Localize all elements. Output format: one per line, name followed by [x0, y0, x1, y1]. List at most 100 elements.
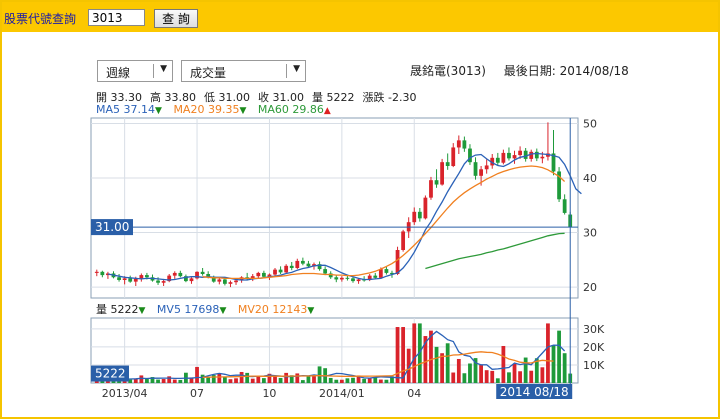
candle-body	[300, 260, 305, 264]
candle-body	[423, 197, 428, 219]
candle-body	[206, 274, 211, 277]
candle-body	[295, 260, 300, 268]
chevron-down-icon: ▼	[160, 64, 167, 74]
volume-bar	[479, 364, 483, 383]
volume-bar	[306, 376, 311, 383]
volume-bar	[401, 327, 406, 383]
candle-body	[456, 140, 461, 148]
candle-body	[133, 278, 138, 282]
candle-body	[462, 140, 467, 149]
chevron-down-icon: ▼	[293, 64, 300, 74]
query-bar: 股票代號查詢 查 詢	[2, 2, 718, 32]
candle-body	[468, 148, 472, 163]
candle-body	[100, 271, 105, 276]
volume-bar	[172, 379, 177, 383]
candle-body	[178, 272, 183, 277]
volume-bar	[289, 375, 294, 383]
candle-body	[234, 280, 238, 283]
volume-bar	[195, 366, 199, 383]
candle-body	[273, 269, 277, 275]
volume-bar	[334, 379, 339, 383]
candle-body	[534, 151, 539, 159]
volume-bar	[239, 371, 244, 383]
current-volume-label: 5222	[95, 367, 126, 381]
query-button[interactable]: 查 詢	[154, 9, 198, 28]
candle-body	[440, 162, 445, 185]
candle-body	[145, 275, 149, 278]
candle-body	[417, 211, 422, 219]
volume-bar	[178, 379, 183, 383]
stock-code-input[interactable]	[88, 9, 145, 26]
candle-body	[562, 199, 567, 213]
ma5-line	[107, 152, 582, 281]
volume-readout: 量 5222▼ MV5 17698▼ MV20 12143▼	[96, 301, 314, 317]
volume-bar	[189, 377, 194, 383]
candle-body	[412, 211, 417, 223]
period-select[interactable]: 週線 ▼	[97, 60, 173, 82]
period-select-value: 週線	[106, 66, 131, 80]
volume-bar	[145, 379, 149, 383]
x-tick-label: 07	[190, 387, 204, 400]
volume-bar	[300, 380, 305, 383]
candle-body	[267, 274, 272, 277]
volume-bar	[495, 378, 500, 383]
candle-body	[278, 269, 283, 273]
candle-body	[429, 180, 433, 198]
volume-bar	[250, 378, 255, 383]
candle-body	[284, 265, 289, 273]
volume-bar	[362, 378, 367, 383]
candle-body	[473, 162, 478, 176]
volume-bar	[328, 377, 333, 383]
candle-body	[228, 282, 233, 284]
volume-bar	[278, 377, 283, 383]
volume-bar	[501, 345, 506, 383]
volume-bar	[339, 379, 344, 383]
candle-body	[551, 153, 556, 172]
candle-body	[540, 156, 545, 159]
candle-body	[184, 276, 188, 282]
current-volume-badge	[91, 365, 129, 382]
volume-bar	[562, 353, 567, 383]
volume-tick-label: 10K	[583, 359, 605, 372]
ohlc-readout: 開 33.30 高 33.80 低 31.00 收 31.00 量 5222 漲跌 -2.…	[96, 89, 416, 105]
volume-bar	[434, 346, 439, 383]
candle-body	[373, 275, 378, 278]
down-triangle-icon: ▼	[239, 106, 247, 116]
close-value: 收 31.00	[258, 91, 304, 104]
candle-body	[317, 264, 322, 270]
volume-bar	[440, 353, 445, 383]
candle-body	[222, 279, 227, 284]
indicator-select-value: 成交量	[190, 66, 227, 80]
volume-bar	[284, 372, 289, 383]
candle-body	[484, 165, 489, 170]
price-panel-frame	[90, 117, 579, 299]
candle-body	[378, 269, 383, 278]
candle-body	[211, 276, 216, 282]
volume-bar	[211, 375, 216, 383]
candle-body	[384, 269, 389, 273]
candle-body	[351, 278, 355, 282]
candle-body	[557, 171, 561, 200]
crosshair-date-label: 2014 08/18	[500, 385, 569, 399]
candle-body	[512, 155, 517, 159]
down-triangle-icon: ▼	[307, 306, 315, 316]
candle-body	[390, 272, 394, 274]
indicator-select[interactable]: 成交量 ▼	[181, 60, 306, 82]
candle-body	[328, 273, 333, 278]
x-tick-label: 2013/04	[102, 387, 148, 400]
volume-bar	[540, 367, 545, 383]
candle-body	[434, 180, 439, 185]
open-value: 開 33.30	[96, 91, 142, 104]
candle-body	[367, 275, 372, 280]
volume-bar	[356, 375, 361, 383]
candle-body	[518, 150, 522, 156]
volume-bar	[445, 343, 450, 383]
volume-bar	[423, 336, 428, 383]
select-divider	[153, 64, 154, 78]
low-value: 低 31.00	[204, 91, 250, 104]
volume-bar	[512, 363, 517, 383]
up-triangle-icon: ▲	[323, 106, 331, 116]
down-triangle-icon: ▼	[138, 306, 146, 316]
volume-bar	[273, 376, 277, 383]
